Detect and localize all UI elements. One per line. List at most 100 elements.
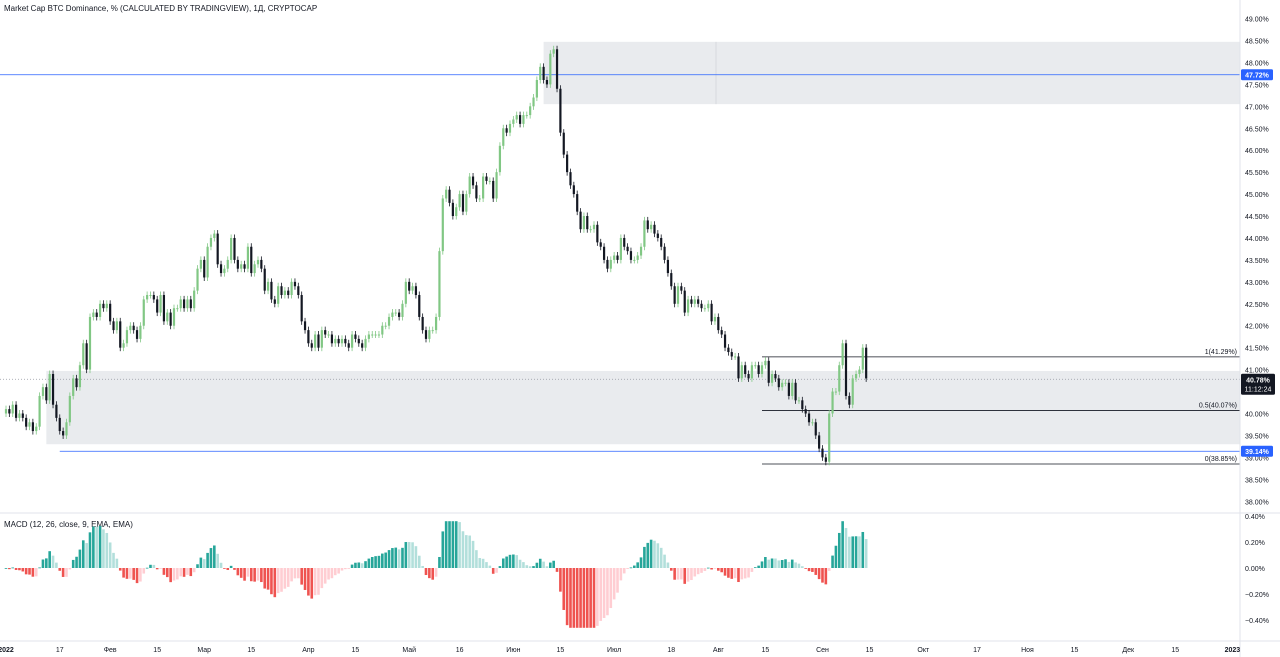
macd-bar[interactable] (14, 568, 18, 570)
candle[interactable] (169, 312, 172, 326)
macd-bar[interactable] (280, 568, 283, 592)
macd-bar[interactable] (374, 556, 377, 568)
candle[interactable] (132, 325, 135, 331)
macd-bar[interactable] (286, 568, 290, 587)
candle[interactable] (18, 413, 21, 418)
candle[interactable] (260, 259, 263, 269)
candle[interactable] (287, 290, 290, 296)
macd-bar[interactable] (549, 562, 552, 568)
macd-bar[interactable] (377, 555, 381, 568)
candle[interactable] (475, 185, 478, 199)
candle[interactable] (330, 334, 334, 344)
macd-bar[interactable] (401, 547, 404, 568)
macd-bar[interactable] (488, 565, 492, 568)
candle[interactable] (613, 255, 616, 260)
macd-bar[interactable] (115, 558, 119, 568)
candle[interactable] (478, 198, 481, 200)
macd-bar[interactable] (404, 542, 408, 568)
macd-bar[interactable] (619, 568, 623, 581)
macd-bar[interactable] (538, 558, 542, 568)
macd-bar[interactable] (458, 522, 461, 568)
macd-bar[interactable] (811, 568, 814, 572)
macd-bar[interactable] (864, 539, 868, 568)
candle[interactable] (404, 281, 407, 304)
candle[interactable] (129, 325, 132, 331)
macd-bar[interactable] (384, 552, 387, 568)
candle[interactable] (693, 299, 696, 304)
macd-bar[interactable] (854, 536, 858, 568)
candle[interactable] (250, 246, 253, 274)
candle[interactable] (334, 338, 337, 344)
candle[interactable] (757, 365, 760, 375)
macd-bar[interactable] (861, 531, 865, 568)
candle[interactable] (619, 237, 622, 260)
macd-bar[interactable] (508, 554, 512, 568)
macd-bar[interactable] (317, 568, 320, 595)
macd-bar[interactable] (572, 568, 576, 628)
candle[interactable] (364, 338, 367, 348)
macd-bar[interactable] (51, 555, 55, 568)
candle[interactable] (589, 229, 592, 231)
macd-bar[interactable] (629, 567, 633, 569)
candle[interactable] (95, 312, 98, 317)
candle[interactable] (562, 132, 565, 155)
macd-bar[interactable] (646, 542, 650, 568)
macd-bar[interactable] (155, 568, 159, 570)
macd-bar[interactable] (45, 558, 48, 568)
candle[interactable] (841, 343, 844, 366)
candle[interactable] (438, 251, 441, 317)
macd-bar[interactable] (841, 521, 844, 568)
macd-bar[interactable] (757, 565, 760, 568)
candle[interactable] (495, 172, 498, 199)
candle[interactable] (606, 259, 609, 269)
candle[interactable] (14, 404, 18, 418)
macd-bar[interactable] (38, 567, 41, 569)
macd-bar[interactable] (344, 568, 347, 570)
candle[interactable] (663, 246, 666, 260)
candle[interactable] (115, 321, 118, 331)
candle[interactable] (697, 299, 700, 304)
macd-bar[interactable] (485, 562, 488, 568)
candle[interactable] (344, 338, 347, 344)
candle[interactable] (542, 66, 545, 80)
candle[interactable] (596, 224, 599, 243)
macd-bar[interactable] (441, 531, 445, 568)
macd-bar[interactable] (582, 568, 586, 628)
candle[interactable] (25, 417, 28, 427)
candle[interactable] (189, 299, 192, 309)
candle[interactable] (391, 312, 394, 317)
macd-bar[interactable] (552, 560, 555, 568)
macd-bar[interactable] (142, 568, 146, 574)
macd-bar[interactable] (686, 568, 690, 582)
candle[interactable] (35, 426, 38, 432)
macd-bar[interactable] (132, 568, 135, 580)
candle[interactable] (572, 185, 575, 195)
candle[interactable] (451, 202, 454, 217)
macd-bar[interactable] (290, 568, 293, 582)
candle[interactable] (791, 382, 794, 396)
candle[interactable] (713, 316, 717, 322)
macd-bar[interactable] (723, 568, 727, 576)
candle[interactable] (717, 316, 720, 331)
macd-bar[interactable] (249, 568, 253, 582)
macd-bar[interactable] (310, 568, 314, 599)
macd-bar[interactable] (98, 525, 102, 568)
macd-bar[interactable] (824, 568, 828, 585)
candle[interactable] (307, 330, 310, 344)
macd-bar[interactable] (313, 568, 317, 596)
candle[interactable] (179, 299, 182, 309)
macd-bar[interactable] (747, 568, 750, 578)
candle[interactable] (414, 286, 418, 296)
macd-bar[interactable] (676, 568, 680, 580)
candle[interactable] (498, 145, 502, 173)
macd-bar[interactable] (599, 568, 603, 621)
macd-bar[interactable] (512, 554, 515, 568)
candle[interactable] (552, 49, 555, 54)
macd-bar[interactable] (229, 565, 233, 568)
macd-bar[interactable] (81, 540, 85, 568)
macd-bar[interactable] (649, 539, 653, 568)
macd-bar[interactable] (710, 568, 713, 570)
macd-bar[interactable] (172, 568, 176, 581)
macd-bar[interactable] (696, 568, 700, 575)
macd-bar[interactable] (159, 568, 162, 569)
